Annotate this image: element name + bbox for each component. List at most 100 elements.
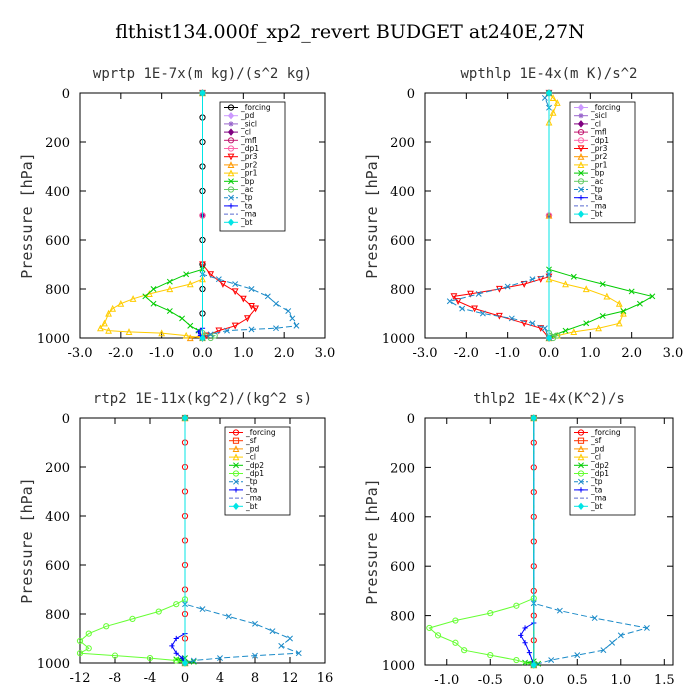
series-marker [529, 276, 536, 283]
series-marker [545, 89, 553, 97]
y-tick-label: 0 [62, 412, 70, 427]
legend-entry: _pr3 [590, 144, 608, 153]
series-marker [186, 280, 194, 288]
legend-entry: _dp2 [245, 461, 264, 470]
x-tick-label: -3.0 [67, 346, 92, 361]
legend-marker [232, 470, 240, 477]
legend-marker [578, 170, 584, 177]
series-marker [215, 276, 222, 283]
series-marker [199, 89, 206, 97]
series-marker [615, 319, 623, 327]
legend-marker [227, 218, 235, 227]
series-marker [207, 334, 214, 342]
x-tick-label: 12 [282, 671, 299, 686]
legend-entry: _pd [590, 444, 605, 453]
legend-marker [578, 195, 584, 201]
series-marker [522, 625, 528, 631]
x-tick-label: -1.0 [434, 673, 459, 688]
series-marker [166, 278, 173, 285]
series-marker [199, 606, 206, 613]
series-marker [195, 329, 202, 335]
x-tick-label: -3.0 [412, 346, 437, 361]
y-tick-label: 800 [45, 283, 70, 298]
series-marker [620, 308, 627, 315]
legend: _forcing_sf_pd_cl_dp2_dp1_tp_ta_ma_bt [569, 426, 636, 516]
y-tick-label: 0 [407, 87, 415, 102]
legend-marker [232, 437, 240, 444]
series-marker [158, 329, 166, 337]
series-marker [467, 290, 474, 298]
legend-marker [577, 161, 585, 168]
x-tick-label: 3.0 [663, 346, 684, 361]
legend-entry: _bp [590, 169, 605, 178]
series-marker [454, 298, 462, 305]
series-marker [526, 650, 533, 656]
series-marker [287, 635, 293, 642]
legend-entry: _pd [240, 111, 255, 120]
legend-entry: _forcing [240, 103, 271, 112]
series-marker [530, 661, 537, 669]
legend-marker [233, 487, 239, 493]
series-marker [269, 628, 276, 635]
series-marker [252, 620, 258, 627]
legend-marker [577, 445, 585, 452]
legend: _forcing_sicl_cl_mfl_dp1_pr3_pr2_pr1_bp_… [569, 101, 636, 224]
y-axis-label: Pressure [hPa] [363, 478, 381, 604]
series-marker [508, 315, 515, 322]
series-marker [182, 331, 190, 339]
panel-title: rtp2 1E-11x(kg^2)/(kg^2 s) [93, 391, 312, 407]
figure-title: flthist134.000f_xp2_revert BUDGET at240E… [115, 21, 585, 43]
series-marker [181, 659, 189, 667]
series-marker [591, 615, 598, 622]
series-marker [85, 645, 92, 652]
series-marker [146, 655, 154, 662]
legend-marker [577, 178, 585, 185]
legend-marker [227, 161, 235, 168]
legend-entry: _ta [240, 201, 252, 210]
legend-entry: _bt [245, 502, 258, 511]
legend-entry: _pr3 [240, 152, 258, 161]
series-marker [129, 615, 136, 623]
series-marker [207, 331, 214, 338]
legend-entry: _ta [245, 485, 257, 494]
series-marker [150, 300, 157, 307]
legend-marker [577, 103, 585, 112]
series-marker [599, 281, 606, 288]
y-tick-label: 600 [45, 559, 70, 574]
series-marker [446, 298, 453, 305]
series-marker [215, 327, 223, 335]
legend-marker [577, 470, 585, 477]
legend-marker [227, 145, 235, 152]
series-marker [426, 624, 433, 632]
series-marker [248, 326, 255, 333]
legend-entry: _mfl [240, 136, 257, 145]
y-tick-label: 400 [390, 185, 415, 200]
series-marker [278, 642, 285, 649]
legend-entry: _cl [590, 453, 601, 462]
series-marker [628, 288, 635, 295]
y-tick-label: 600 [390, 234, 415, 249]
series-marker [181, 414, 189, 422]
y-tick-label: 600 [45, 234, 70, 249]
y-tick-label: 200 [45, 136, 70, 151]
series-marker [179, 655, 185, 661]
series-marker [487, 652, 494, 659]
series-marker [583, 320, 590, 327]
legend-entry: _bp [240, 177, 255, 186]
x-tick-label: 1.0 [610, 673, 631, 688]
y-axis-label: Pressure [hPa] [363, 152, 381, 278]
series-marker [231, 288, 239, 296]
legend-entry: _sicl [590, 111, 607, 120]
series-marker [129, 295, 137, 302]
legend-marker [227, 104, 235, 111]
legend: _forcing_pd_sicl_cl_mfl_dp1_pr3_pr2_pr1_… [219, 101, 286, 232]
y-tick-label: 800 [45, 608, 70, 623]
plot-frame [424, 417, 674, 666]
x-tick-label: 0.5 [567, 673, 588, 688]
legend-marker [577, 453, 585, 461]
series-marker [109, 304, 117, 312]
y-tick-label: 400 [45, 510, 70, 525]
legend-marker [233, 462, 239, 469]
series-line [448, 92, 550, 339]
x-tick-label: 2.0 [621, 346, 642, 361]
